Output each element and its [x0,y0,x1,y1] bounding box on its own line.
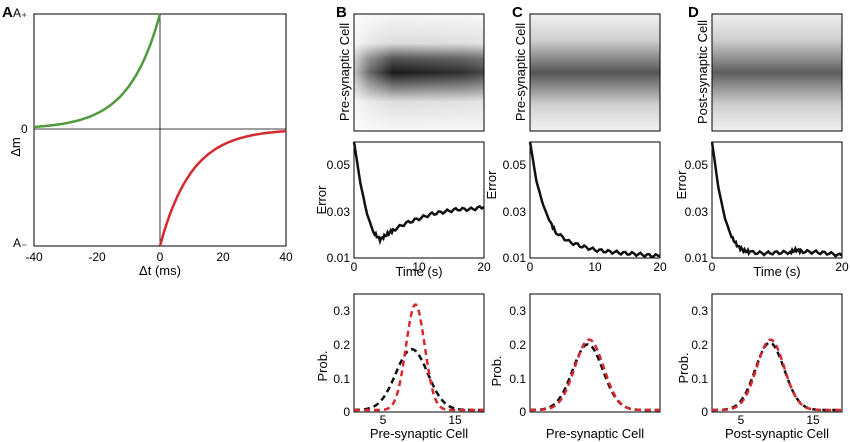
panel-letter-d: D [688,4,699,21]
heatmap-c: Pre-synaptic Cell [513,13,661,132]
error-b-ytick-3: 0.05 [327,158,351,172]
panel-a: A₊ A₋ 0 Δm -40 -20 0 20 40 Δt (ms) [8,6,293,278]
error-b-ytick-2: 0.03 [327,205,351,219]
ltd-curve [158,129,287,247]
prob-c-ylabel: Prob. [489,355,504,386]
a-xtick-4: 20 [216,250,230,264]
error-d-ylabel: Error [674,170,689,200]
prob-plot-d: Prob. 0 0.1 0.2 0.3 5 15 Post-synaptic C… [676,293,843,441]
panel-letter-a: A [2,4,13,21]
prob-plot-b-frame [353,293,485,413]
prob-d-xtick-1: 5 [738,413,745,427]
error-b-ytick-1: 0.01 [327,251,351,265]
error-b-xtick-1: 0 [351,260,358,274]
a-minus-label: A₋ [13,236,27,250]
error-b-xtick-3: 20 [477,260,491,274]
prob-d-ytick-4: 0.3 [691,304,708,318]
prob-c-ytick-4: 0.3 [509,304,526,318]
prob-c-ytick-2: 0.1 [509,372,526,386]
error-plot-b-frame [353,141,485,259]
prob-plot-d-frame [711,293,843,413]
prob-b-ytick-2: 0.1 [333,372,350,386]
prob-b-xtick-2: 15 [448,413,462,427]
heatmap-b-frame [353,13,485,132]
prob-b-ytick-3: 0.2 [333,338,350,352]
heatmap-c-ylabel: Pre-synaptic Cell [513,23,528,121]
error-d-xlabel: Time (s) [753,264,800,279]
ltp-curve [33,13,162,129]
error-d-xtick-1: 0 [709,260,716,274]
prob-b-xlabel: Pre-synaptic Cell [370,426,468,441]
prob-b-xtick-1: 5 [380,413,387,427]
heatmap-c-image [530,14,660,131]
prob-plot-b: Prob. 0 0.1 0.2 0.3 5 15 Pre-synaptic Ce… [315,293,485,441]
prob-plot-c-frame [529,293,661,413]
prob-b-black-curve [354,347,484,412]
prob-b-ylabel: Prob. [315,350,330,381]
error-c-ytick-2: 0.03 [503,205,527,219]
panel-letter-c: C [512,4,523,21]
a-plus-label: A₊ [13,6,27,20]
error-b-xtick-2: 10 [412,260,426,274]
a-xtick-1: -40 [25,250,43,264]
heatmap-d-ylabel: Post-synaptic Cell [695,20,710,124]
prob-d-xtick-2: 15 [806,413,820,427]
prob-d-ylabel: Prob. [676,352,691,383]
error-plot-c: Error 0.01 0.03 0.05 0 10 20 [484,141,667,274]
heatmap-b-ylabel: Pre-synaptic Cell [337,23,352,121]
heatmap-d-image [712,14,842,131]
prob-c-ytick-1: 0 [519,405,526,419]
error-c-xtick-1: 0 [527,260,534,274]
error-curve-c [528,141,661,259]
heatmap-d: Post-synaptic Cell [695,13,843,132]
a-xtick-3: 0 [157,250,164,264]
error-d-ytick-3: 0.05 [685,158,709,172]
error-c-ylabel: Error [484,170,499,200]
error-c-ytick-1: 0.01 [503,251,527,265]
error-plot-d: Error 0.01 0.03 0.05 0 20 Time (s) [674,141,849,279]
heatmap-d-frame [711,13,843,132]
error-plot-c-frame [529,141,661,259]
prob-c-red-curve [530,338,660,412]
zero-label: 0 [21,122,28,136]
prob-plot-c: Prob. 0 0.1 0.2 0.3 Pre-synaptic Cell [489,293,661,441]
prob-d-ytick-2: 0.1 [691,372,708,386]
error-curve-d [710,141,843,258]
panel-a-ylabel: Δm [8,137,23,157]
error-b-xlabel: Time (s) [395,264,442,279]
heatmap-b-fade [354,14,484,131]
prob-c-black-curve [529,343,660,412]
prob-d-xlabel: Post-synaptic Cell [725,426,829,441]
error-d-ytick-2: 0.03 [685,205,709,219]
prob-c-ytick-3: 0.2 [509,338,526,352]
error-plot-b: Error 0.01 0.03 0.05 0 10 20 Time (s) [314,141,491,279]
error-c-xtick-3: 20 [653,260,667,274]
prob-d-ytick-1: 0 [701,405,708,419]
panel-a-xlabel: Δt (ms) [139,263,181,278]
prob-b-ytick-4: 0.3 [333,304,350,318]
error-curve-b [352,141,485,246]
error-c-ytick-3: 0.05 [503,158,527,172]
heatmap-c-frame [529,13,661,132]
panel-letter-b: B [336,4,347,21]
prob-c-xlabel: Pre-synaptic Cell [546,426,644,441]
a-xtick-5: 40 [279,250,293,264]
error-plot-d-frame [711,141,843,259]
prob-b-red-curve [354,303,484,412]
prob-b-ytick-1: 0 [343,405,350,419]
error-c-xtick-2: 10 [588,260,602,274]
prob-d-red-curve [712,338,842,412]
prob-d-ytick-3: 0.2 [691,338,708,352]
a-xtick-2: -20 [88,250,106,264]
error-d-xtick-3: 20 [835,260,849,274]
heatmap-b: Pre-synaptic Cell [337,13,485,132]
error-d-ytick-1: 0.01 [685,251,709,265]
prob-d-black-curve [712,341,842,412]
error-b-ylabel: Error [314,185,329,215]
